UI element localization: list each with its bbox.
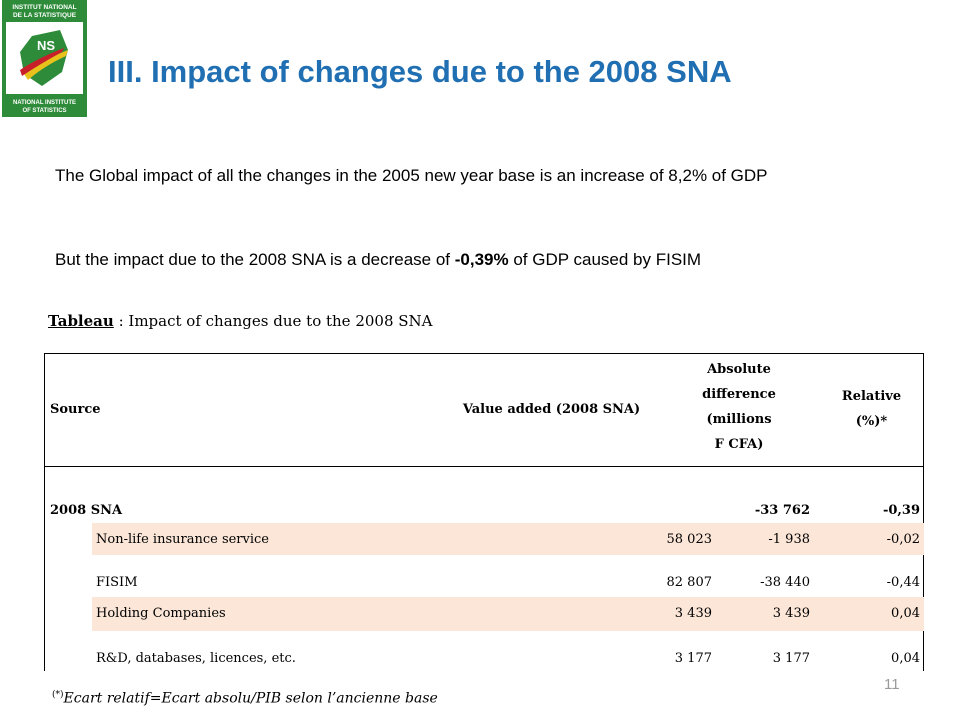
- svg-text:NS: NS: [37, 38, 55, 53]
- table-left-border-body: [44, 465, 45, 671]
- global-impact-paragraph: The Global impact of all the changes in …: [55, 166, 768, 185]
- header-source: Source: [50, 402, 101, 417]
- sna-impact-text-post: of GDP caused by FISIM: [508, 250, 702, 269]
- row-value: 3 177: [674, 651, 712, 666]
- table-row: Holding Companies 3 439 3 439 0,04: [92, 597, 924, 631]
- svg-text:INSTITUT NATIONAL: INSTITUT NATIONAL: [12, 4, 76, 11]
- svg-text:DE LA STATISTIQUE: DE LA STATISTIQUE: [13, 12, 77, 19]
- sna-impact-paragraph: But the impact due to the 2008 SNA is a …: [55, 248, 915, 272]
- total-absolute: -33 762: [754, 503, 810, 518]
- header-relative-line1: Relative: [841, 389, 902, 404]
- table-header: Source Value added (2008 SNA) Absolute d…: [44, 353, 924, 467]
- row-value: 82 807: [666, 575, 713, 590]
- impact-table: Source Value added (2008 SNA) Absolute d…: [44, 353, 924, 671]
- total-label: 2008 SNA: [50, 503, 123, 518]
- header-relative: Relative (%)*: [819, 384, 924, 434]
- row-label: FISIM: [96, 575, 138, 590]
- row-relative: 0,04: [891, 606, 920, 621]
- header-value-added: Value added (2008 SNA): [462, 402, 641, 417]
- table-row: R&D, databases, licences, etc. 3 177 3 1…: [92, 631, 924, 671]
- footnote-mark: (*): [52, 690, 64, 700]
- table-total-row: 2008 SNA -33 762 -0,39: [44, 501, 924, 523]
- row-value: 58 023: [666, 532, 713, 547]
- svg-text:NATIONAL INSTITUTE: NATIONAL INSTITUTE: [13, 100, 76, 106]
- header-absolute: Absolute difference (millions F CFA): [669, 357, 809, 457]
- caption-label: Tableau: [48, 312, 114, 330]
- header-absolute-line3: (millions: [706, 412, 772, 427]
- sna-impact-text-pre: But the impact due to the 2008 SNA is a …: [55, 250, 455, 269]
- row-label: Holding Companies: [96, 606, 226, 621]
- row-relative: 0,04: [891, 651, 920, 666]
- table-row: FISIM 82 807 -38 440 -0,44: [92, 555, 924, 597]
- row-label: R&D, databases, licences, etc.: [96, 651, 296, 666]
- table-left-border: [44, 354, 45, 466]
- institute-logo: INSTITUT NATIONAL DE LA STATISTIQUE NS N…: [2, 0, 87, 117]
- table-row: Non-life insurance service 58 023 -1 938…: [92, 523, 924, 555]
- table-right-border-body: [923, 465, 924, 671]
- row-absolute: 3 439: [772, 606, 810, 621]
- table-caption: Tableau : Impact of changes due to the 2…: [48, 312, 433, 330]
- slide-title: III. Impact of changes due to the 2008 S…: [108, 54, 732, 89]
- row-relative: -0,02: [886, 532, 920, 547]
- svg-text:OF STATISTICS: OF STATISTICS: [22, 108, 66, 114]
- total-relative: -0,39: [882, 503, 920, 518]
- page-number: 11: [884, 676, 900, 693]
- table-footnote: (*)Ecart relatif=Ecart absolu/PIB selon …: [52, 690, 438, 707]
- header-absolute-line4: F CFA): [714, 437, 764, 452]
- footnote-text: Ecart relatif=Ecart absolu/PIB selon l’a…: [63, 690, 438, 707]
- row-absolute: 3 177: [772, 651, 810, 666]
- sna-impact-value: -0,39%: [454, 250, 509, 269]
- caption-text: : Impact of changes due to the 2008 SNA: [113, 312, 433, 330]
- header-relative-line2: (%)*: [855, 414, 888, 429]
- row-absolute: -38 440: [760, 575, 810, 590]
- row-absolute: -1 938: [768, 532, 810, 547]
- header-absolute-line1: Absolute: [707, 362, 771, 377]
- row-value: 3 439: [674, 606, 712, 621]
- table-right-border: [923, 354, 924, 466]
- header-absolute-line2: difference: [702, 387, 776, 402]
- row-label: Non-life insurance service: [96, 532, 269, 547]
- row-relative: -0,44: [886, 575, 920, 590]
